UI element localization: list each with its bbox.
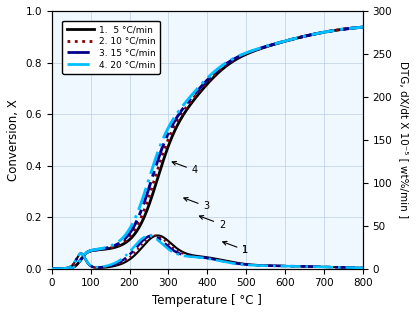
- Text: 4: 4: [172, 161, 198, 176]
- Text: 1: 1: [223, 241, 248, 255]
- Y-axis label: DTG, dX/dt X 10⁻⁵ [ wt%/min ]: DTG, dX/dt X 10⁻⁵ [ wt%/min ]: [399, 61, 409, 219]
- X-axis label: Temperature [ °C ]: Temperature [ °C ]: [152, 294, 262, 307]
- Text: 2: 2: [199, 216, 225, 230]
- Text: 3: 3: [184, 198, 210, 211]
- Legend: 1.  5 °C/min, 2. 10 °C/min, 3. 15 °C/min, 4. 20 °C/min: 1. 5 °C/min, 2. 10 °C/min, 3. 15 °C/min,…: [62, 21, 160, 74]
- Y-axis label: Conversion, X: Conversion, X: [7, 99, 20, 181]
- Text: 1: 1: [243, 245, 248, 255]
